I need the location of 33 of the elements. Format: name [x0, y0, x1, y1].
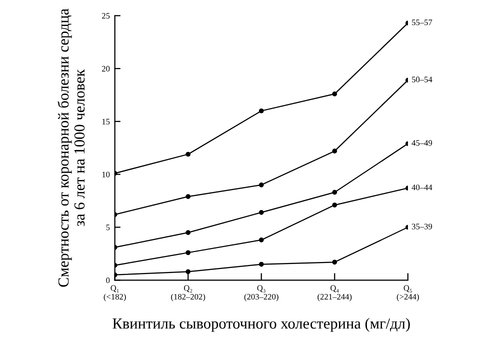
point	[332, 190, 338, 195]
x-tick-label: Q₂ (182–202)	[171, 285, 206, 302]
point	[332, 260, 338, 265]
series-label: 50–54	[412, 76, 432, 82]
series-label: 55–57	[412, 20, 432, 26]
x-tick-label: Q₁ (<182)	[104, 285, 126, 302]
y-tick-label: 5	[106, 224, 110, 230]
y-tick-label: 15	[102, 118, 110, 124]
y-tick-label: 0	[106, 277, 110, 284]
point	[332, 202, 338, 208]
y-tick-label: 10	[102, 172, 110, 178]
point	[186, 269, 191, 274]
point	[186, 230, 191, 235]
series-label: 45–49	[412, 140, 432, 146]
point	[186, 250, 191, 256]
x-tick-label: Q₅ (>244)	[396, 285, 419, 302]
series-label: 35–39	[412, 224, 432, 230]
point	[332, 148, 338, 154]
x-axis-title: Квинтиль сывороточного холестерина (мг/дл)	[112, 318, 410, 332]
series-label: 40–44	[412, 184, 432, 190]
y-axis-title: Смертность от коронарной болезни сердца за 6 лет на 1000 человек	[58, 8, 85, 287]
point	[258, 108, 264, 114]
x-tick-label: Q₄ (221–244)	[318, 285, 352, 302]
point	[186, 152, 191, 157]
point	[258, 262, 264, 267]
y-tick-label: 25	[102, 13, 110, 19]
y-tick-label: 20	[102, 66, 110, 72]
point	[258, 182, 264, 188]
point	[332, 92, 338, 96]
x-tick-label: Q₃ (203–220)	[244, 285, 278, 302]
point	[186, 194, 191, 199]
point	[258, 210, 264, 215]
point	[258, 238, 264, 242]
